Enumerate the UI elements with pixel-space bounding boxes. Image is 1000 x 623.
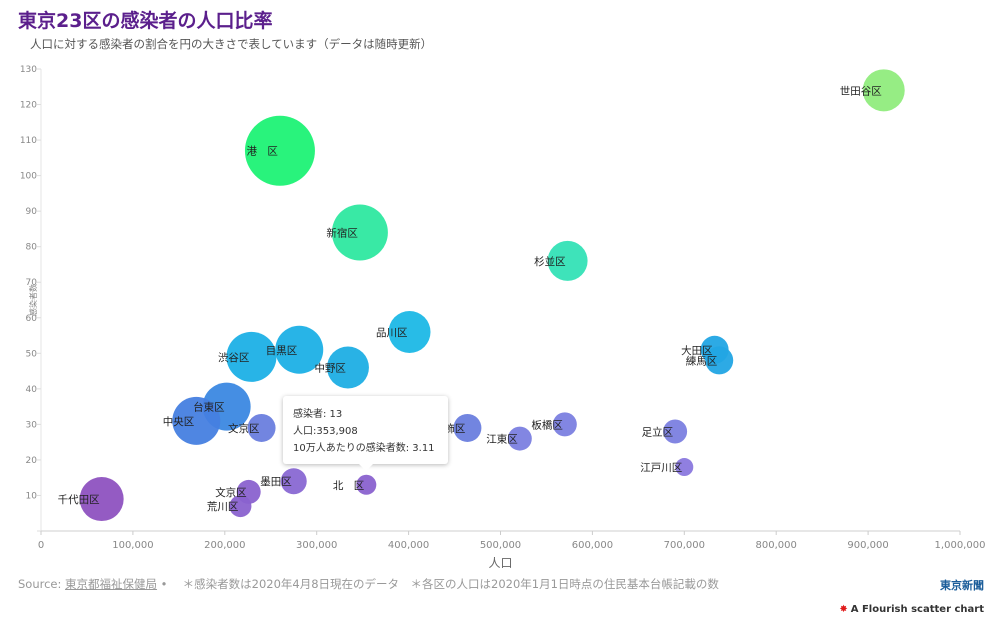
chart-subtitle: 人口に対する感染者の割合を円の大きさで表しています（データは随時更新） [30, 37, 433, 51]
x-axis-title: 人口 [488, 556, 512, 570]
bubble-6 [275, 325, 324, 374]
x-tick-label: 800,000 [756, 540, 797, 551]
bubble-17 [663, 419, 688, 444]
x-tick-label: 700,000 [664, 540, 705, 551]
x-tick-label: 400,000 [388, 540, 429, 551]
y-tick-label: 70 [26, 278, 38, 288]
x-tick-label: 500,000 [480, 540, 521, 551]
flourish-credit-label: A Flourish scatter chart [850, 604, 984, 615]
bubble-4 [388, 310, 431, 353]
y-tick-label: 110 [20, 136, 37, 146]
source-prefix: Source: [18, 577, 66, 591]
bubble-0 [862, 69, 905, 112]
x-tick-label: 100,000 [112, 540, 153, 551]
flourish-credit[interactable]: ✸ A Flourish scatter chart [839, 604, 984, 615]
x-tick-label: 200,000 [204, 540, 245, 551]
bubble-11 [172, 396, 221, 445]
bubble-20 [356, 474, 377, 495]
x-tick-label: 300,000 [296, 540, 337, 551]
bubble-label-2: 新宿区 [326, 226, 358, 239]
bubble-5 [226, 331, 277, 382]
bubble-label-1: 港 区 [246, 146, 278, 158]
bubble-15 [507, 426, 532, 451]
bubble-1 [244, 115, 315, 186]
bubble-19 [280, 468, 307, 495]
bubble-label-0: 世田谷区 [840, 85, 882, 97]
bubble-7 [326, 346, 369, 389]
y-tick-label: 50 [26, 349, 38, 359]
point-tooltip: 感染者: 13 人口:353,908 10万人あたりの感染者数: 3.11 [283, 396, 448, 471]
bubble-2 [331, 204, 388, 261]
y-tick-label: 30 [26, 420, 38, 430]
y-tick-label: 100 [20, 172, 37, 182]
bubble-label-10: 台東区 [193, 401, 225, 414]
bubble-label-3: 杉並区 [534, 255, 566, 268]
tooltip-population: 人口:353,908 [293, 426, 358, 437]
y-axis-title: 感染者数 [28, 284, 38, 316]
bubble-label-21: 文京区 [215, 486, 247, 499]
y-tick-label: 60 [26, 314, 38, 324]
bubble-23 [79, 477, 124, 522]
footer-notes: • ＊感染者数は2020年4月8日現在のデータ ＊各区の人口は2020年1月1日… [157, 577, 719, 591]
tooltip-per-100k: 10万人あたりの感染者数: 3.11 [293, 443, 435, 454]
y-tick-label: 20 [26, 456, 38, 466]
x-tick-label: 1,000,000 [935, 540, 986, 551]
x-tick-label: 600,000 [572, 540, 613, 551]
tokyo-shimbun-logo[interactable]: 東京新聞 [940, 579, 984, 592]
bubble-13 [247, 413, 276, 442]
flourish-star-icon: ✸ [839, 604, 848, 615]
bubble-14 [453, 413, 482, 442]
chart-footer: Source: 東京都福祉保健局 • ＊感染者数は2020年4月8日現在のデータ… [18, 576, 719, 592]
bubble-label-9: 練馬区 [686, 354, 718, 367]
bubble-label-23: 千代田区 [58, 494, 100, 506]
bubble-label-4: 品川区 [376, 327, 408, 339]
chart-title: 東京23区の感染者の人口比率 [18, 10, 273, 32]
bubble-9 [705, 346, 734, 375]
bubble-label-13: 文京区 [228, 422, 260, 435]
bubble-label-7: 中野区 [314, 362, 346, 375]
bubble-label-11: 中央区 [163, 415, 195, 428]
bubble-3 [547, 240, 588, 281]
bubble-16 [552, 412, 577, 437]
bubble-label-6: 目黒区 [266, 345, 298, 357]
y-tick-label: 90 [26, 207, 38, 217]
y-tick-label: 80 [26, 243, 38, 253]
source-link[interactable]: 東京都福祉保健局 [65, 577, 158, 591]
bubble-label-19: 墨田区 [260, 476, 292, 488]
tooltip-cases: 感染者: 13 [293, 409, 343, 420]
bubble-label-17: 足立区 [642, 425, 674, 438]
bubble-label-18: 江戸川区 [640, 462, 682, 474]
bubble-label-16: 板橋区 [531, 418, 563, 431]
y-tick-label: 40 [26, 385, 38, 395]
y-tick-label: 130 [20, 65, 37, 75]
bubble-label-20: 北 区 [333, 480, 365, 492]
y-tick-label: 120 [20, 101, 37, 111]
bubble-18 [675, 458, 694, 477]
bubble-label-8: 大田区 [681, 344, 713, 357]
scatter-chart: 10 20 30 40 50 60 70 80 90 100 110 120 130 0 100,000 20… [20, 65, 986, 570]
x-tick-label: 900,000 [847, 540, 888, 551]
bubble-label-22: 荒川区 [207, 501, 239, 513]
y-tick-label: 10 [26, 491, 38, 501]
bubble-label-15: 江東区 [486, 433, 518, 446]
x-tick-label: 0 [38, 540, 44, 551]
bubble-22 [229, 495, 252, 518]
bubble-label-5: 渋谷区 [218, 351, 250, 364]
